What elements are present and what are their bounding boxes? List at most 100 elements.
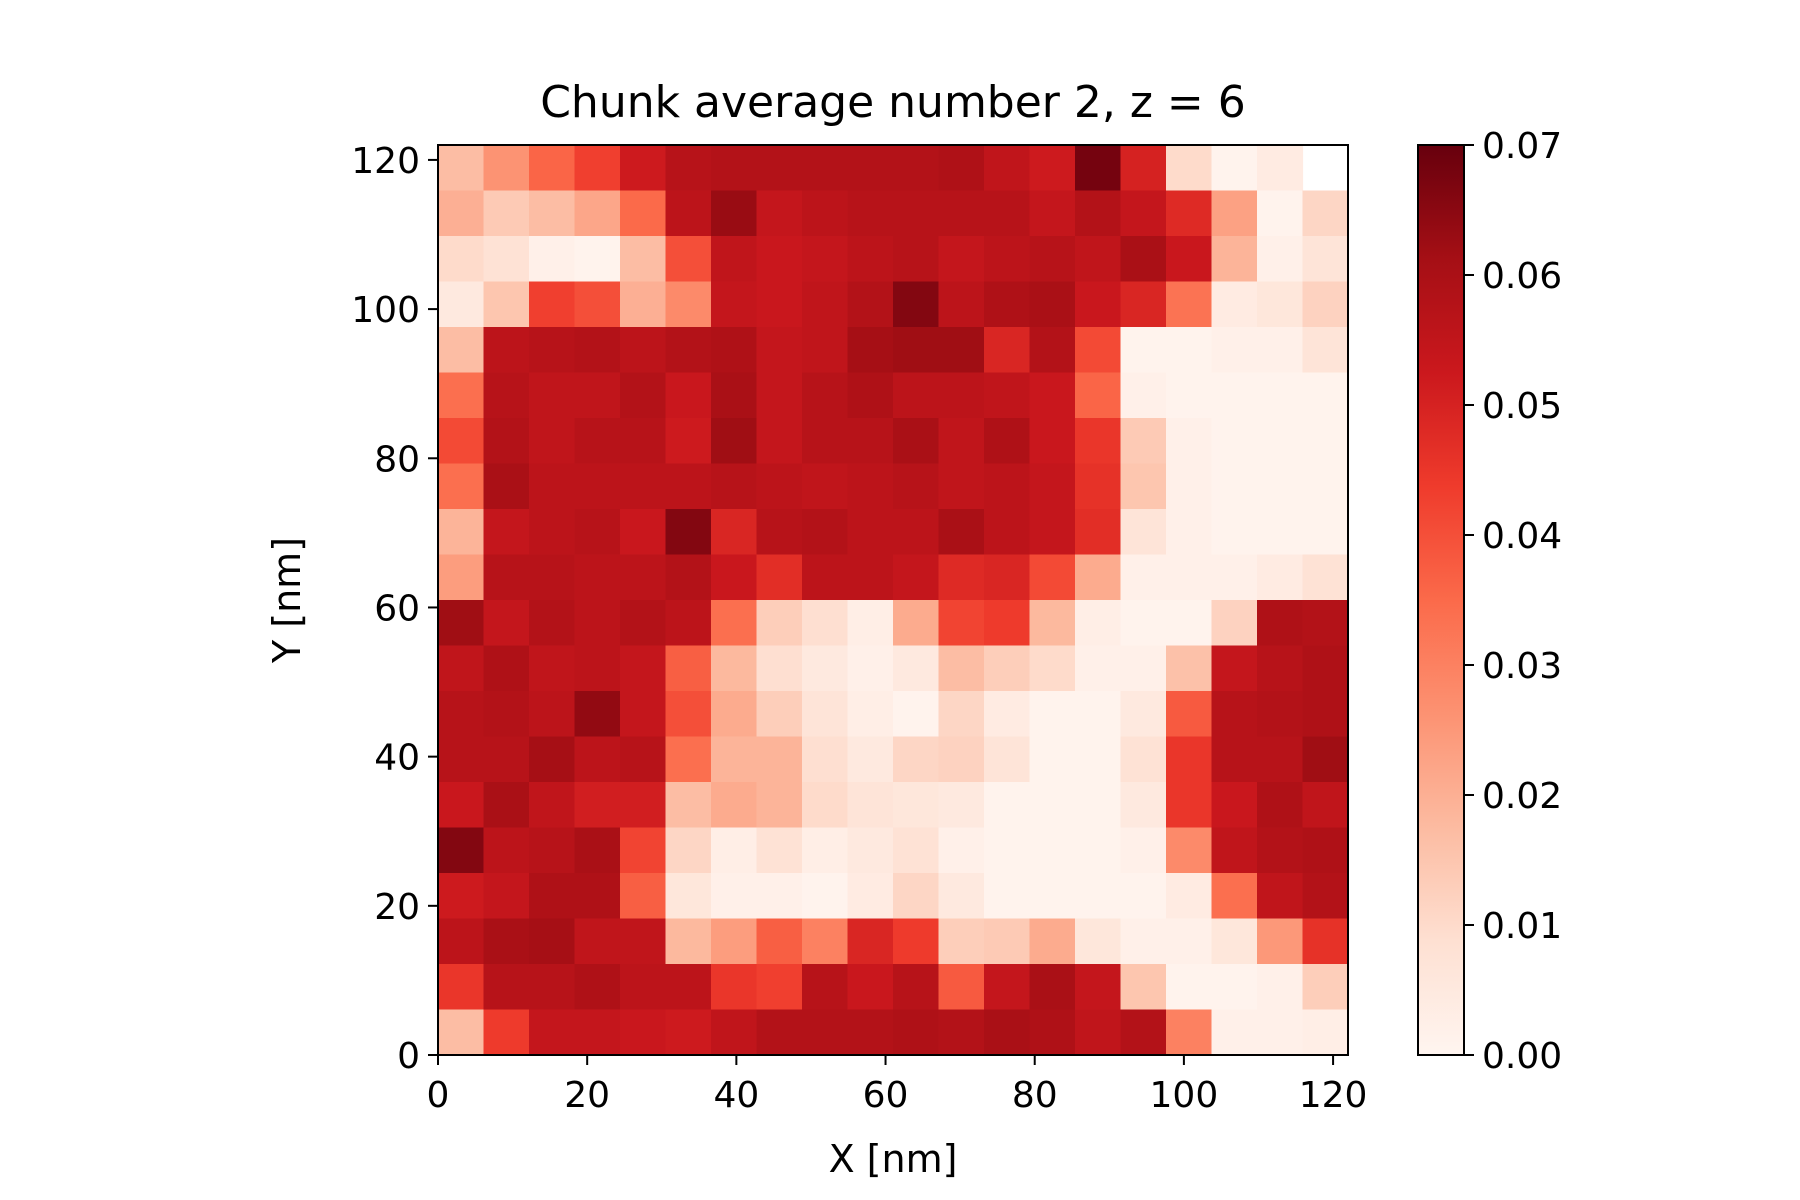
heatmap-cell	[1075, 418, 1122, 465]
heatmap-cell	[893, 418, 940, 465]
y-tick-label: 0	[397, 1036, 420, 1077]
heatmap-cell	[756, 236, 803, 283]
heatmap-cell	[802, 418, 849, 465]
heatmap-cell	[1302, 372, 1349, 419]
heatmap-cell	[529, 190, 576, 237]
heatmap-cell	[802, 691, 849, 738]
heatmap-cell	[438, 554, 485, 601]
heatmap-cell	[1166, 145, 1213, 192]
heatmap-cell	[893, 600, 940, 647]
heatmap-cell	[1075, 964, 1122, 1011]
heatmap-cell	[620, 1009, 667, 1056]
heatmap-cell	[802, 236, 849, 283]
heatmap-cell	[1075, 645, 1122, 692]
heatmap-cell	[711, 509, 758, 556]
heatmap-cell	[1302, 190, 1349, 237]
heatmap-cell	[938, 600, 985, 647]
heatmap-cell	[1257, 600, 1304, 647]
heatmap-cell	[438, 1009, 485, 1056]
heatmap-cell	[665, 691, 712, 738]
heatmap-cell	[938, 145, 985, 192]
heatmap-cell	[984, 1009, 1031, 1056]
heatmap-cell	[1120, 873, 1167, 920]
heatmap-cell	[893, 827, 940, 874]
heatmap-cell	[665, 463, 712, 510]
heatmap-cell	[1075, 509, 1122, 556]
heatmap-cell	[893, 372, 940, 419]
heatmap-cell	[665, 827, 712, 874]
heatmap-cell	[438, 964, 485, 1011]
heatmap-cell	[483, 645, 530, 692]
heatmap-cell	[1257, 463, 1304, 510]
heatmap-cell	[802, 554, 849, 601]
heatmap-cell	[529, 918, 576, 965]
heatmap-cell	[847, 554, 894, 601]
heatmap-cell	[1120, 827, 1167, 874]
heatmap-cell	[1211, 873, 1258, 920]
heatmap-cell	[1075, 281, 1122, 328]
heatmap-cell	[984, 691, 1031, 738]
heatmap-cell	[802, 873, 849, 920]
heatmap-cell	[893, 509, 940, 556]
heatmap-cell	[938, 645, 985, 692]
heatmap-cell	[1257, 145, 1304, 192]
heatmap-cell	[1029, 645, 1076, 692]
heatmap-cell	[1166, 463, 1213, 510]
heatmap-cell	[711, 645, 758, 692]
heatmap-cell	[665, 964, 712, 1011]
heatmap-cell	[1257, 236, 1304, 283]
heatmap-cell	[1120, 190, 1167, 237]
heatmap-cell	[1302, 600, 1349, 647]
heatmap-cell	[711, 236, 758, 283]
heatmap-cell	[438, 691, 485, 738]
heatmap-cell	[711, 190, 758, 237]
heatmap-cell	[711, 873, 758, 920]
colorbar-tick-label: 0.01	[1482, 906, 1562, 947]
heatmap-cell	[1166, 554, 1213, 601]
heatmap-cell	[1120, 327, 1167, 374]
heatmap-cell	[756, 600, 803, 647]
heatmap-cell	[1029, 827, 1076, 874]
heatmap-cell	[847, 645, 894, 692]
heatmap-cell	[1211, 372, 1258, 419]
heatmap-cell	[938, 463, 985, 510]
heatmap-cell	[1257, 691, 1304, 738]
heatmap-cell	[802, 509, 849, 556]
heatmap-cell	[756, 918, 803, 965]
heatmap-cell	[938, 1009, 985, 1056]
heatmap-cell	[1211, 236, 1258, 283]
heatmap-cell	[438, 827, 485, 874]
heatmap-cell	[756, 372, 803, 419]
x-tick-label: 20	[564, 1075, 610, 1116]
heatmap-cell	[1166, 691, 1213, 738]
heatmap-cell	[1257, 418, 1304, 465]
heatmap-cell	[847, 190, 894, 237]
heatmap-cell	[711, 281, 758, 328]
heatmap-cell	[483, 145, 530, 192]
heatmap-cell	[574, 736, 621, 783]
heatmap-cell	[938, 964, 985, 1011]
heatmap-cell	[1075, 1009, 1122, 1056]
heatmap-cell	[1211, 281, 1258, 328]
heatmap-cell	[1211, 463, 1258, 510]
heatmap-cell	[756, 645, 803, 692]
heatmap-cell	[574, 782, 621, 829]
heatmap-cell	[1302, 736, 1349, 783]
heatmap-cell	[483, 691, 530, 738]
heatmap-cell	[1302, 827, 1349, 874]
heatmap-cell	[1302, 918, 1349, 965]
heatmap-cell	[529, 736, 576, 783]
heatmap-cell	[893, 145, 940, 192]
heatmap-cell	[620, 645, 667, 692]
heatmap-cell	[529, 554, 576, 601]
heatmap-cell	[1029, 1009, 1076, 1056]
heatmap-cell	[529, 827, 576, 874]
heatmap-cell	[847, 236, 894, 283]
heatmap-cell	[574, 645, 621, 692]
heatmap-cell	[1211, 190, 1258, 237]
heatmap-cell	[529, 145, 576, 192]
heatmap-cell	[1211, 509, 1258, 556]
heatmap-cell	[847, 782, 894, 829]
heatmap-cell	[438, 281, 485, 328]
heatmap-cell	[1120, 964, 1167, 1011]
